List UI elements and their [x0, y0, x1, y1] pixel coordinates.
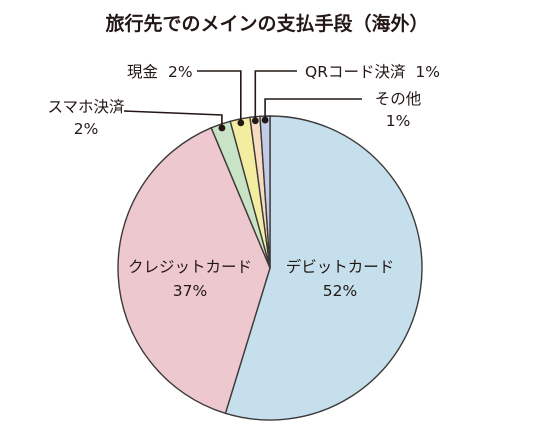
leader-lines — [123, 70, 362, 132]
slice-value-smartphone: 2% — [74, 120, 99, 138]
slice-value-credit: 37% — [173, 282, 207, 300]
slice-value-debit: 52% — [323, 282, 357, 300]
leader-line-smartphone — [123, 110, 223, 128]
leader-line-other — [264, 98, 362, 121]
slice-value-other: 1% — [386, 112, 411, 130]
cash-name: 現金 — [127, 63, 159, 81]
qr-name: QRコード決済 — [305, 63, 405, 81]
pie-slices — [117, 115, 423, 421]
slice-label-smartphone: スマホ決済 — [47, 98, 124, 116]
slice-label-credit: クレジットカード — [128, 258, 252, 276]
pie-slice-credit — [117, 126, 271, 415]
slice-label-other: その他 — [375, 90, 422, 108]
leader-line-cash — [197, 70, 242, 123]
slice-label-qr: QRコード決済 1% — [305, 63, 440, 81]
qr-value: 1% — [415, 63, 440, 81]
leader-line-qr — [254, 70, 297, 121]
slice-label-debit: デビットカード — [286, 257, 395, 276]
pie-slice-debit — [224, 115, 423, 421]
leader-dot-smartphone — [218, 124, 226, 132]
chart-title: 旅行先でのメインの支払手段（海外） — [105, 12, 428, 35]
leader-dot-qr — [251, 117, 259, 125]
cash-value: 2% — [168, 63, 193, 81]
slice-label-cash: 現金 2% — [127, 63, 193, 81]
